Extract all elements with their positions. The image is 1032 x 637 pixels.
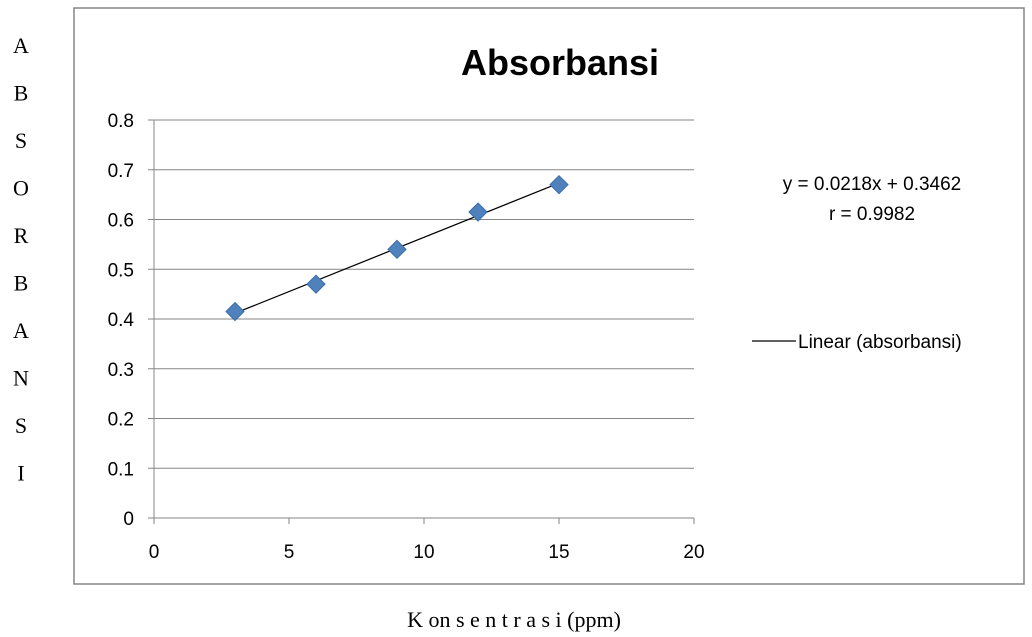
y-tick-labels: 0 0.1 0.2 0.3 0.4 0.5 0.6 0.7 0.8 — [108, 111, 135, 530]
y-axis-label-letter: B — [14, 81, 29, 106]
y-tick-label: 0.8 — [108, 111, 134, 132]
y-axis-label-letter: N — [13, 366, 29, 391]
data-point — [306, 274, 326, 294]
legend: Linear (absorbansi) — [752, 332, 962, 353]
chart-area-border — [73, 7, 1025, 585]
y-axis-label-letter: B — [14, 271, 29, 296]
x-tick-label: 20 — [683, 542, 704, 563]
y-tick-label: 0.6 — [108, 211, 134, 232]
x-tick-label: 15 — [548, 542, 569, 563]
y-axis-label-letter: O — [13, 176, 29, 201]
y-axis-label-letter: S — [15, 128, 27, 153]
x-axis-label: K on s e n t r a s i (ppm) — [407, 607, 621, 632]
y-axis-label-letter: S — [15, 413, 27, 438]
y-tick-label: 0.3 — [108, 360, 134, 381]
legend-label: Linear (absorbansi) — [798, 332, 962, 353]
y-tick-label: 0.7 — [108, 161, 134, 182]
y-tick-label: 0.4 — [108, 310, 135, 331]
y-tick-label: 0.2 — [108, 410, 134, 431]
gridlines — [154, 119, 694, 469]
y-tick-label: 0 — [123, 509, 134, 530]
x-tick-labels: 0 5 10 15 20 — [149, 542, 705, 563]
y-axis-label-letter: R — [14, 223, 29, 248]
chart-title: Absorbansi — [461, 42, 659, 83]
x-tick-label: 5 — [284, 542, 295, 563]
y-axis-label-letter: I — [17, 461, 24, 486]
y-axis-label-letter: A — [13, 33, 29, 58]
y-axis-label-letter: A — [13, 318, 29, 343]
data-point — [387, 239, 407, 260]
y-tick-label: 0.1 — [108, 459, 134, 480]
data-point — [549, 174, 569, 195]
data-point — [468, 202, 488, 222]
x-axis — [153, 517, 695, 524]
trendline-r-value: r = 0.9982 — [829, 204, 915, 225]
x-tick-label: 0 — [149, 542, 160, 563]
trendline-equation: y = 0.0218x + 0.3462 — [783, 174, 962, 195]
data-points — [225, 174, 569, 322]
y-axis — [148, 119, 155, 519]
x-tick-label: 10 — [413, 542, 434, 563]
y-tick-label: 0.5 — [108, 260, 134, 281]
data-point — [225, 301, 245, 322]
